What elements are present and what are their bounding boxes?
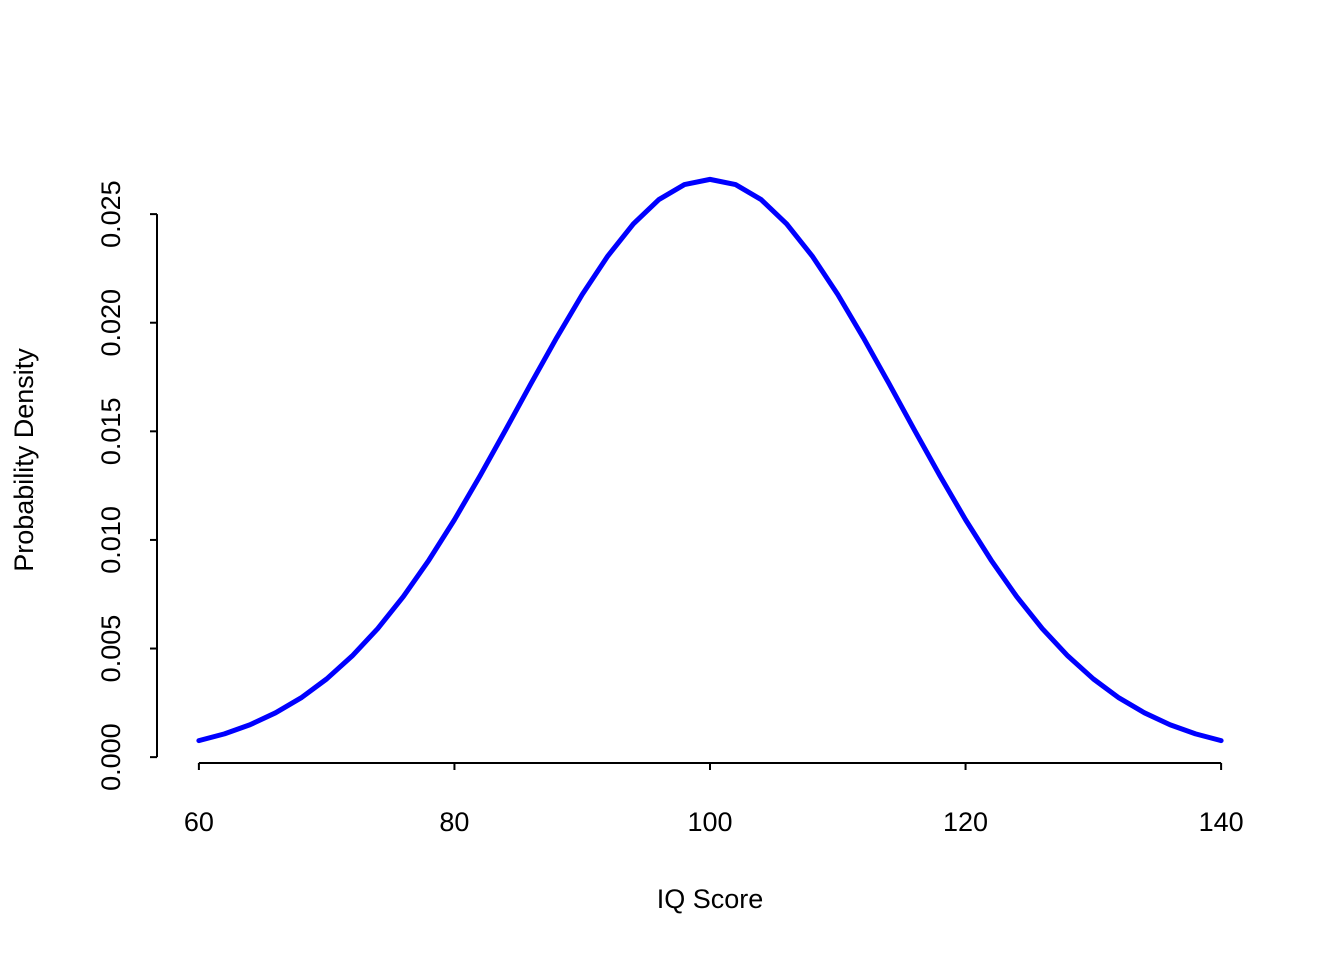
x-tick-label: 60: [184, 807, 214, 837]
y-tick-label: 0.000: [96, 723, 126, 791]
x-axis-label: IQ Score: [657, 884, 764, 914]
x-tick-label: 120: [943, 807, 988, 837]
x-tick-label: 140: [1199, 807, 1244, 837]
y-tick-label: 0.020: [96, 289, 126, 357]
y-tick-label: 0.010: [96, 506, 126, 574]
density-curve: [196, 176, 1224, 744]
y-tick-label: 0.025: [96, 180, 126, 248]
x-tick-label: 80: [439, 807, 469, 837]
y-tick-label: 0.005: [96, 615, 126, 683]
y-axis-label: Probability Density: [9, 348, 39, 572]
y-tick-label: 0.015: [96, 398, 126, 466]
x-tick-label: 100: [687, 807, 732, 837]
